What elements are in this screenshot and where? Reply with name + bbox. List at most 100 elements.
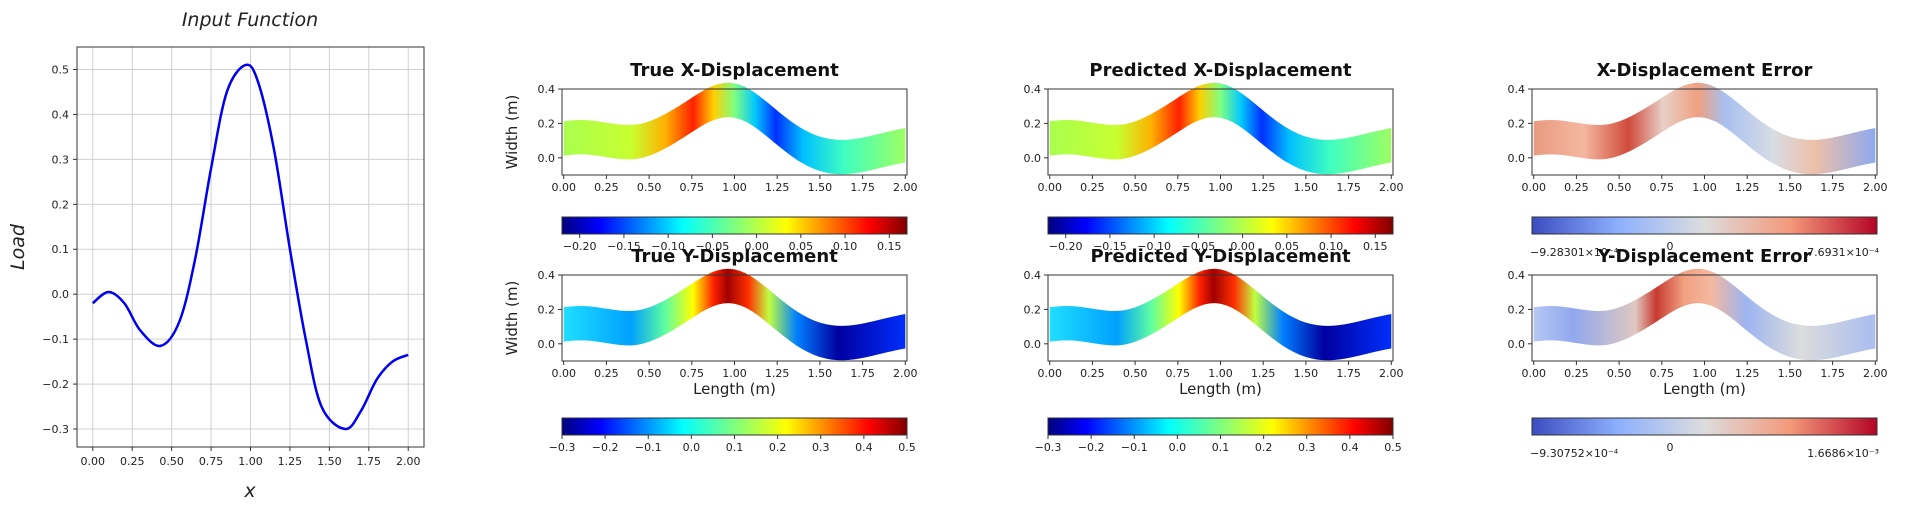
x-axis-label: Length (m) xyxy=(1663,380,1746,398)
x-tick-label: 2.00 xyxy=(1379,367,1404,380)
x-tick-label: 2.00 xyxy=(396,455,421,468)
colorbar-gradient xyxy=(1047,417,1394,436)
x-tick-label: 1.25 xyxy=(278,455,303,468)
y-tick-label: 0.4 xyxy=(1024,269,1042,282)
x-tick-label: 1.75 xyxy=(1820,181,1845,194)
y-tick-label: 0.3 xyxy=(52,153,70,166)
panel-title: Predicted X-Displacement xyxy=(1089,60,1352,81)
colorbar-tick-label: 0.10 xyxy=(1319,240,1344,253)
x-tick-label: 0.25 xyxy=(1080,367,1105,380)
displacement-field xyxy=(1049,268,1392,361)
x-tick-label: 0.00 xyxy=(1037,181,1062,194)
y-tick-label: −0.3 xyxy=(42,423,69,436)
y-axis-label: Load xyxy=(7,223,29,270)
x-tick-label: 2.00 xyxy=(893,367,918,380)
y-tick-label: −0.1 xyxy=(42,333,69,346)
colorbar-tick-label: 0.4 xyxy=(855,441,873,454)
x-tick-label: 0.25 xyxy=(1564,181,1589,194)
x-tick-label: 0.50 xyxy=(1123,367,1148,380)
x-tick-label: 0.75 xyxy=(1650,181,1675,194)
colorbar-tick-label: 0.2 xyxy=(1255,441,1273,454)
y-tick-label: 0.2 xyxy=(1024,303,1042,316)
colorbar-tick-label: −0.20 xyxy=(1049,240,1083,253)
true-y-displacement-panel: True Y-Displacement 0.00 0.25 0.50 0.75 1.00 1… xyxy=(503,246,918,454)
x-tick-label: 0.50 xyxy=(159,455,184,468)
y-axis-label: Width (m) xyxy=(503,95,521,170)
y-tick-label: 0.2 xyxy=(538,303,556,316)
chart-title: Input Function xyxy=(182,9,318,31)
colorbar-tick-label: 0.00 xyxy=(1230,240,1255,253)
colorbar: −9.30752×10⁻⁴ 0 1.6686×10⁻³ xyxy=(1530,417,1879,460)
colorbar-tick-label: −0.20 xyxy=(563,240,597,253)
panel-title: True Y-Displacement xyxy=(631,246,838,267)
colorbar-tick-label: 0.3 xyxy=(1298,441,1316,454)
x-tick-label: 1.00 xyxy=(238,455,263,468)
x-tick-label: 0.00 xyxy=(81,455,106,468)
x-tick-label: 0.50 xyxy=(1123,181,1148,194)
x-tick-label: 0.25 xyxy=(594,367,619,380)
colorbar: −9.28301×10⁻⁴ 0 7.6931×10⁻⁴ xyxy=(1530,216,1880,259)
x-tick-label: 0.00 xyxy=(551,367,576,380)
x-tick-label: 1.75 xyxy=(850,367,875,380)
colorbar-tick-label: 0.15 xyxy=(1363,240,1388,253)
x-tick-label: 1.00 xyxy=(1208,367,1233,380)
x-tick-label: 0.00 xyxy=(551,181,576,194)
heatmap-panels: True X-Displacement 0.00 0.25 0.50 0.75 1.00 1… xyxy=(503,60,1888,460)
x-tick-label: 1.75 xyxy=(1820,367,1845,380)
x-tick-label: 1.50 xyxy=(808,181,833,194)
x-tick-label: 0.75 xyxy=(1166,367,1191,380)
y-tick-label: 0.1 xyxy=(52,243,70,256)
predicted-x-displacement-panel: Predicted X-Displacement 0.00 0.25 0.50 0.75… xyxy=(1024,60,1404,253)
colorbar-tick-label: 0.3 xyxy=(812,441,830,454)
displacement-field xyxy=(563,82,906,175)
colorbar-tick-label: 0.0 xyxy=(1169,441,1187,454)
x-tick-label: 0.75 xyxy=(199,455,224,468)
displacement-field xyxy=(563,268,906,361)
y-tick-label: 0.0 xyxy=(52,288,70,301)
colorbar-tick-label: −0.05 xyxy=(1182,240,1216,253)
panel-title: X-Displacement Error xyxy=(1597,60,1813,81)
colorbar-tick-label: 0.05 xyxy=(1275,240,1300,253)
x-tick-label: 0.00 xyxy=(1521,181,1546,194)
x-tick-label: 1.50 xyxy=(1778,181,1803,194)
x-tick-label: 0.25 xyxy=(1080,181,1105,194)
colorbar-gradient xyxy=(1047,216,1394,235)
x-tick-label: 1.50 xyxy=(317,455,342,468)
y-tick-label: 0.4 xyxy=(538,269,556,282)
colorbar-tick-label: −0.3 xyxy=(549,441,576,454)
colorbar-tick-label: −0.1 xyxy=(1121,441,1148,454)
colorbar: −0.3 −0.2 −0.1 0.0 0.1 0.2 0.3 0.4 0.5 xyxy=(1035,417,1402,454)
input-function-panel: Input Function 0.00 0.25 0.50 0.75 1.00 1.25 1… xyxy=(7,9,425,502)
x-tick-label: 0.00 xyxy=(1037,367,1062,380)
x-tick-label: 0.75 xyxy=(1166,181,1191,194)
x-tick-label: 1.25 xyxy=(1735,367,1760,380)
x-tick-label: 0.50 xyxy=(1607,181,1632,194)
y-tick-label: 0.4 xyxy=(1508,83,1526,96)
colorbar-tick-label: −0.2 xyxy=(1078,441,1105,454)
y-tick-label: 0.4 xyxy=(1024,83,1042,96)
y-axis-label: Width (m) xyxy=(503,281,521,356)
tick-labels: 0.00 0.25 0.50 0.75 1.00 1.25 1.50 1.75 2.00 0.5 0… xyxy=(42,63,420,468)
x-tick-label: 1.50 xyxy=(808,367,833,380)
panel-title: Y-Displacement Error xyxy=(1597,246,1812,267)
colorbar-tick-label: −0.3 xyxy=(1035,441,1062,454)
panel-title: True X-Displacement xyxy=(630,60,839,81)
predicted-y-displacement-panel: Predicted Y-Displacement 0.00 0.25 0.50 0.75… xyxy=(1024,246,1404,454)
x-tick-label: 1.50 xyxy=(1778,367,1803,380)
colorbar-min-label: −9.28301×10⁻⁴ xyxy=(1530,246,1619,259)
colorbar-gradient xyxy=(1531,417,1878,436)
y-tick-label: 0.2 xyxy=(1024,117,1042,130)
x-tick-label: 1.50 xyxy=(1294,367,1319,380)
colorbar-max-label: 1.6686×10⁻³ xyxy=(1807,447,1879,460)
colorbar-tick-label: 0.05 xyxy=(789,240,814,253)
colorbar-tick-label: −0.05 xyxy=(696,240,730,253)
colorbar-gradient xyxy=(1531,216,1878,235)
x-tick-label: 0.75 xyxy=(680,181,705,194)
x-tick-label: 1.75 xyxy=(1336,181,1361,194)
x-tick-label: 0.50 xyxy=(637,181,662,194)
colorbar-tick-label: 0.5 xyxy=(898,441,916,454)
y-tick-label: 0.4 xyxy=(52,108,70,121)
